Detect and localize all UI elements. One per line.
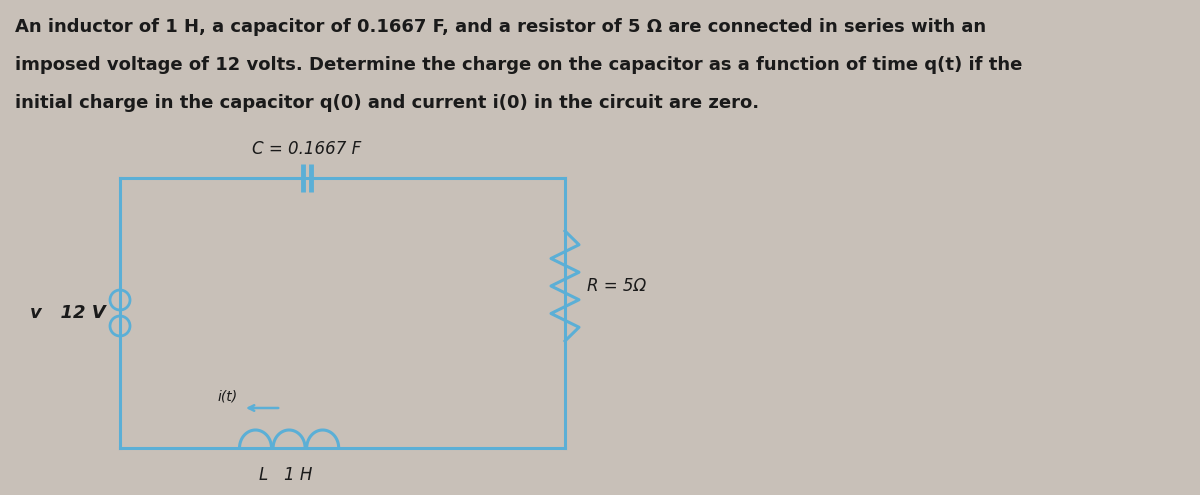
Text: R = 5Ω: R = 5Ω <box>587 277 647 295</box>
Text: i(t): i(t) <box>218 390 238 404</box>
Text: v   12 V: v 12 V <box>30 304 106 322</box>
Text: L   1 H: L 1 H <box>259 466 312 484</box>
Text: C = 0.1667 F: C = 0.1667 F <box>252 140 361 158</box>
Text: imposed voltage of 12 volts. Determine the charge on the capacitor as a function: imposed voltage of 12 volts. Determine t… <box>14 56 1022 74</box>
Text: initial charge in the capacitor q(0) and current i(0) in the circuit are zero.: initial charge in the capacitor q(0) and… <box>14 94 760 112</box>
Text: An inductor of 1 H, a capacitor of 0.1667 F, and a resistor of 5 Ω are connected: An inductor of 1 H, a capacitor of 0.166… <box>14 18 986 36</box>
